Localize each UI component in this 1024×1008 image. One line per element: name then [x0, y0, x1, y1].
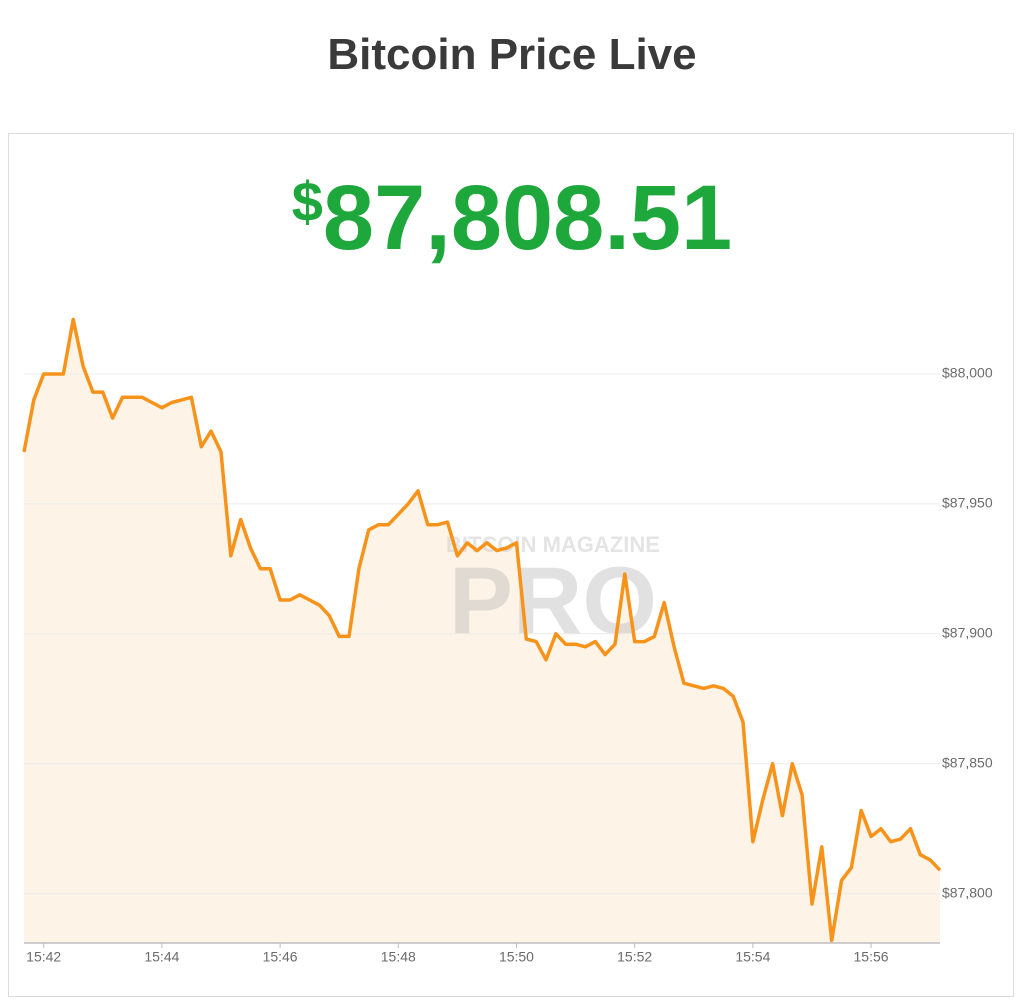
y-tick-label: $87,900 [942, 624, 993, 640]
x-tick-label: 15:54 [735, 949, 770, 965]
x-tick-label: 15:46 [263, 949, 298, 965]
price-card [8, 133, 1014, 997]
price: $87,808.51 [0, 166, 1024, 271]
y-tick-label: $88,000 [942, 365, 993, 381]
watermark-top: BITCOIN MAGAZINE [446, 532, 660, 557]
currency-symbol: $ [291, 170, 323, 233]
y-tick-label: $87,850 [942, 754, 993, 770]
x-tick-label: 15:42 [26, 949, 61, 965]
y-tick-label: $87,800 [942, 884, 993, 900]
x-tick-label: 15:48 [381, 949, 416, 965]
price-amount: 87,808.51 [322, 167, 733, 269]
price-line [22, 317, 942, 943]
x-tick-label: 15:52 [617, 949, 652, 965]
area [24, 319, 940, 943]
x-tick-label: 15:44 [144, 949, 179, 965]
x-tick-label: 15:50 [499, 949, 534, 965]
y-tick-label: $87,950 [942, 495, 993, 511]
page-title: Bitcoin Price Live [327, 30, 697, 79]
x-tick-label: 15:56 [854, 949, 889, 965]
